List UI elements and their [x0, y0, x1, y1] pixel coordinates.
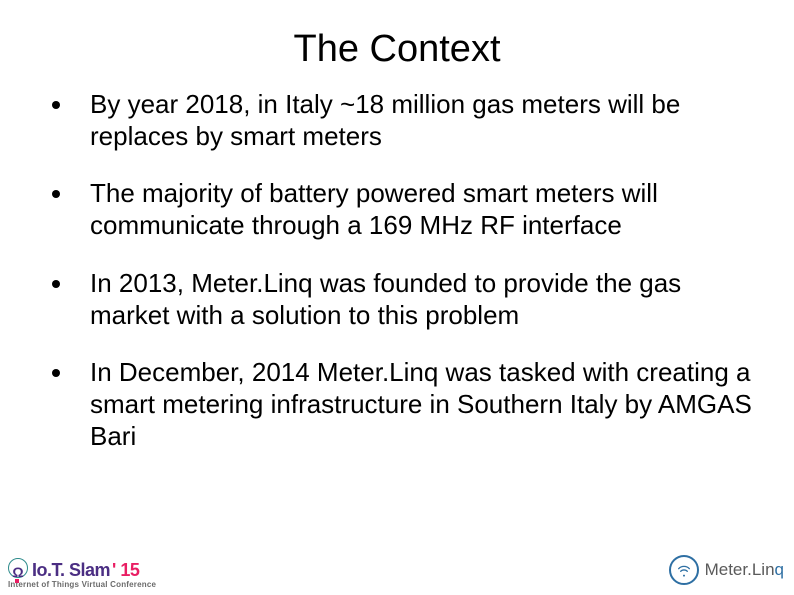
bullet-list: By year 2018, in Italy ~18 million gas m…: [42, 89, 752, 452]
iot-slam-subtitle: Internet of Things Virtual Conference: [8, 581, 156, 589]
meterlinq-prefix: Meter.Lin: [705, 560, 775, 579]
meterlinq-text: Meter.Linq: [705, 560, 784, 580]
slide-body: By year 2018, in Italy ~18 million gas m…: [0, 81, 794, 452]
iot-slam-logo-top: Ω Io.T. Slam ' 15: [8, 560, 156, 580]
slide-title: The Context: [0, 0, 794, 81]
iot-slam-year: ' 15: [112, 561, 139, 579]
footer: Ω Io.T. Slam ' 15 Internet of Things Vir…: [0, 549, 794, 595]
iot-slam-brand: Io.T. Slam: [32, 561, 110, 579]
iot-slam-logo: Ω Io.T. Slam ' 15 Internet of Things Vir…: [8, 560, 156, 589]
meterlinq-suffix: q: [775, 560, 784, 579]
meterlinq-logo: Meter.Linq: [669, 555, 784, 585]
wifi-icon: [669, 555, 699, 585]
bullet-item: The majority of battery powered smart me…: [42, 178, 752, 241]
bullet-item: In December, 2014 Meter.Linq was tasked …: [42, 357, 752, 452]
bullet-item: In 2013, Meter.Linq was founded to provi…: [42, 268, 752, 331]
bullet-item: By year 2018, in Italy ~18 million gas m…: [42, 89, 752, 152]
slide: The Context By year 2018, in Italy ~18 m…: [0, 0, 794, 595]
iot-slam-icon: Ω: [8, 560, 28, 580]
